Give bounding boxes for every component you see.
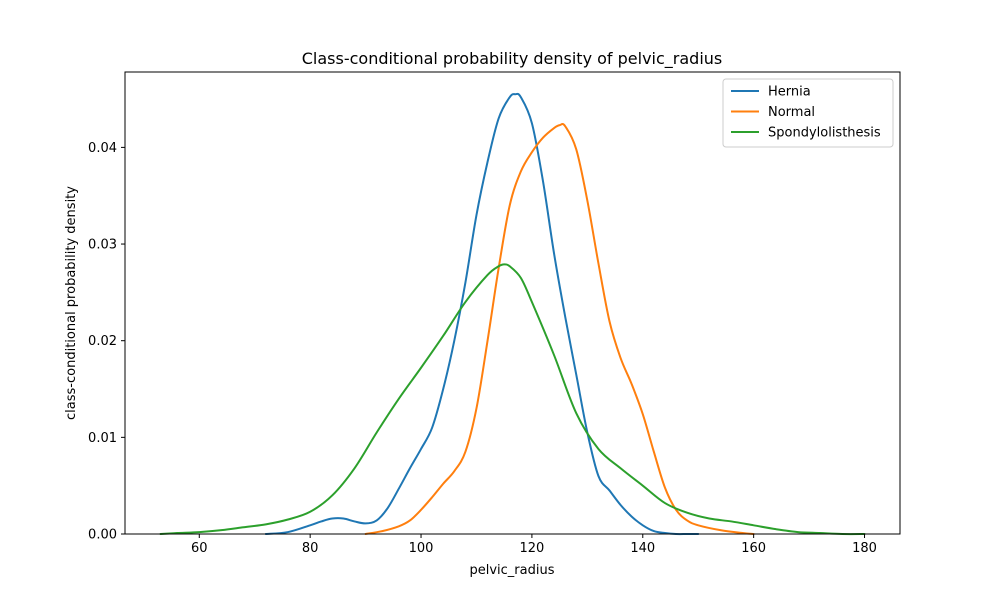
series-line-hernia (264, 92, 700, 536)
x-axis-label: pelvic_radius (469, 563, 554, 578)
legend-box (722, 78, 894, 148)
series-line-spondylolisthesis (159, 263, 866, 536)
legend: Hernia Normal Spondylolisthesis (722, 78, 894, 148)
legend-label-normal: Normal (768, 105, 815, 120)
y-tick-label: 0.00 (88, 528, 117, 543)
plot-area (124, 71, 901, 536)
chart-title: Class-conditional probability density of… (302, 49, 723, 69)
y-axis-label: class-conditional probability density (64, 186, 79, 420)
y-tick-label: 0.03 (88, 238, 117, 253)
x-tick-label: 160 (741, 541, 766, 556)
x-tick-label: 120 (519, 541, 544, 556)
series-line-normal (364, 122, 755, 535)
axes-frame (124, 71, 901, 535)
legend-label-spondylolisthesis: Spondylolisthesis (768, 126, 881, 141)
y-tick-label: 0.01 (88, 431, 117, 446)
x-tick-label: 60 (191, 541, 208, 556)
y-axis: 0.00 0.01 0.02 0.03 0.04 (88, 141, 125, 543)
y-tick-label: 0.04 (88, 141, 117, 156)
x-tick-label: 180 (852, 541, 877, 556)
series-layer (159, 92, 866, 536)
y-tick-label: 0.02 (88, 334, 117, 349)
x-tick-label: 80 (302, 541, 319, 556)
x-axis: 60 80 100 120 140 160 180 (191, 534, 877, 556)
x-tick-label: 140 (630, 541, 655, 556)
x-tick-label: 100 (409, 541, 434, 556)
legend-label-hernia: Hernia (768, 85, 811, 100)
